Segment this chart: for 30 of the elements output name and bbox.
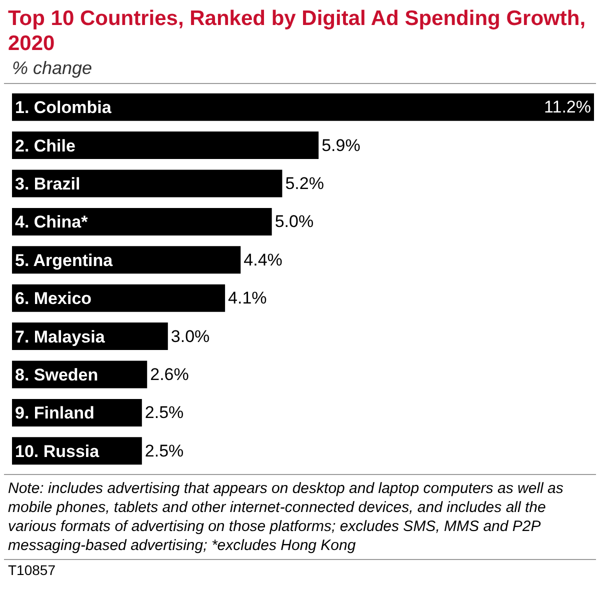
data-label: 5.2% [285,174,324,193]
data-label: 5.0% [274,212,314,232]
y-tick-label: 6. Mexico [15,289,92,308]
data-label: 4.1% [228,288,267,308]
bar [12,208,272,236]
bar [12,246,241,274]
data-label: 5.9% [322,136,360,155]
data-label: 11.2% [544,98,591,117]
data-label: 4.4% [244,250,282,270]
y-tick-label: 2. Chile [15,136,76,156]
y-tick-label: 5. Argentina [15,250,114,270]
data-label: 3.0% [170,326,210,346]
text: Note: includes advertising that appears on desktop and laptop computers as well as mobile phones, tablets and other internet-connected devices, and includes all the various formats of advertising on those platforms; excludes SMS, MMS and P2P messaging-based advertising; *excludes Hong Kong [4,474,596,559]
y-tick-label: 9. Finland [15,404,94,423]
data-label: 2.6% [150,365,189,384]
text: T10857 [4,559,596,580]
bar [12,93,594,121]
bar [12,170,282,198]
bar [12,284,226,312]
y-tick-label: 8. Sweden [15,365,98,384]
chart-subtitle: % change [4,56,596,84]
y-tick-label: 4. China* [15,212,88,232]
data-label: 2.5% [144,441,184,460]
y-tick-label: 3. Brazil [15,174,80,194]
bar [12,132,319,160]
chart-title: Top 10 Countries, Ranked by Digital Ad Spending Growth, 2020 [7,6,587,56]
data-label: 2.5% [144,403,184,422]
y-tick-label: 7. Malaysia [15,327,106,346]
y-tick-label: 10. Russia [15,442,100,461]
y-tick-label: 1. Colombia [15,98,112,118]
